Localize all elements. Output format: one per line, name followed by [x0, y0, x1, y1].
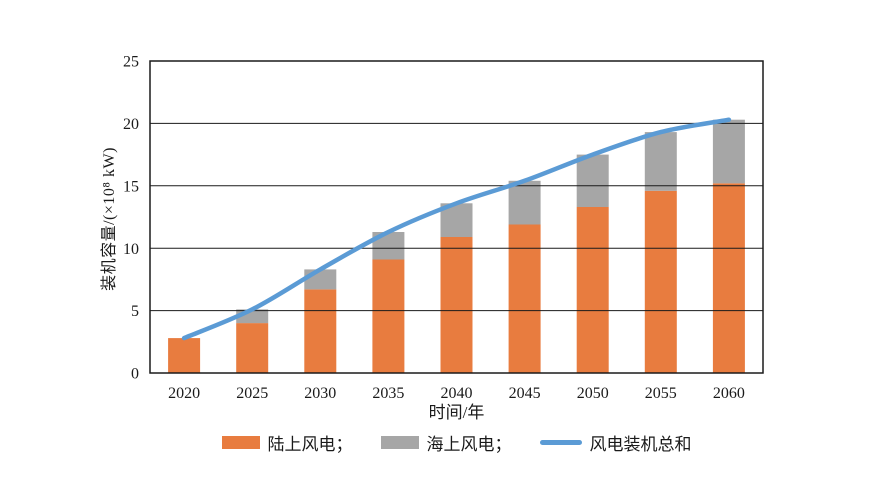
bar-onshore-2055	[644, 190, 677, 373]
bar-onshore-2040	[440, 237, 473, 373]
y-tick-label-5: 5	[131, 303, 139, 320]
x-tick-label-2025: 2025	[236, 385, 268, 402]
bar-offshore-2030	[304, 269, 337, 290]
x-tick-label-2040: 2040	[441, 385, 473, 402]
bar-offshore-2050	[576, 154, 609, 207]
bar-onshore-2060	[712, 183, 745, 373]
legend-item-total: 风电装机总和	[539, 430, 692, 455]
bar-onshore-2035	[372, 259, 405, 373]
onshore-wind-swatch-icon	[221, 436, 260, 449]
y-tick-label-10: 10	[123, 241, 139, 258]
legend-label-offshore: 海上风电；	[426, 435, 512, 454]
legend-item-onshore: 陆上风电；	[221, 430, 353, 455]
legend-label-total: 风电装机总和	[589, 435, 692, 454]
legend-item-offshore: 海上风电；	[380, 430, 512, 455]
x-axis-title: 时间/年	[428, 403, 485, 422]
y-axis-title: 装机容量/(×10⁸ kW)	[101, 147, 118, 291]
bars-group	[168, 119, 745, 373]
x-tick-label-2055: 2055	[645, 385, 677, 402]
x-tick-label-2035: 2035	[372, 385, 404, 402]
y-tick-label-25: 25	[123, 54, 139, 71]
bar-offshore-2055	[644, 132, 677, 191]
bar-onshore-2050	[576, 207, 609, 373]
y-tick-label-20: 20	[123, 116, 139, 133]
bar-onshore-2045	[508, 224, 541, 373]
bar-onshore-2030	[304, 289, 337, 373]
y-tick-label-0: 0	[131, 366, 139, 383]
x-tick-labels: 2020 2025 2030 2035 2040 2045 2050 2055 2060	[168, 385, 745, 402]
legend: 陆上风电； 海上风电； 风电装机总和	[150, 430, 763, 455]
bar-onshore-2025	[236, 323, 269, 373]
bar-offshore-2060	[712, 119, 745, 184]
y-tick-label-15: 15	[123, 178, 139, 195]
x-tick-label-2050: 2050	[577, 385, 609, 402]
x-tick-label-2060: 2060	[713, 385, 745, 402]
x-tick-label-2020: 2020	[168, 385, 200, 402]
total-wind-line	[181, 117, 732, 341]
x-tick-label-2030: 2030	[304, 385, 336, 402]
legend-label-onshore: 陆上风电；	[267, 435, 353, 454]
plot-frame	[149, 60, 764, 374]
y-tick-labels: 0 5 10 15 20 25	[123, 54, 139, 383]
total-wind-line-swatch-icon	[539, 440, 582, 445]
bar-onshore-2020	[168, 338, 201, 373]
x-tick-label-2045: 2045	[509, 385, 541, 402]
offshore-wind-swatch-icon	[380, 436, 419, 449]
bar-offshore-2045	[508, 180, 541, 225]
